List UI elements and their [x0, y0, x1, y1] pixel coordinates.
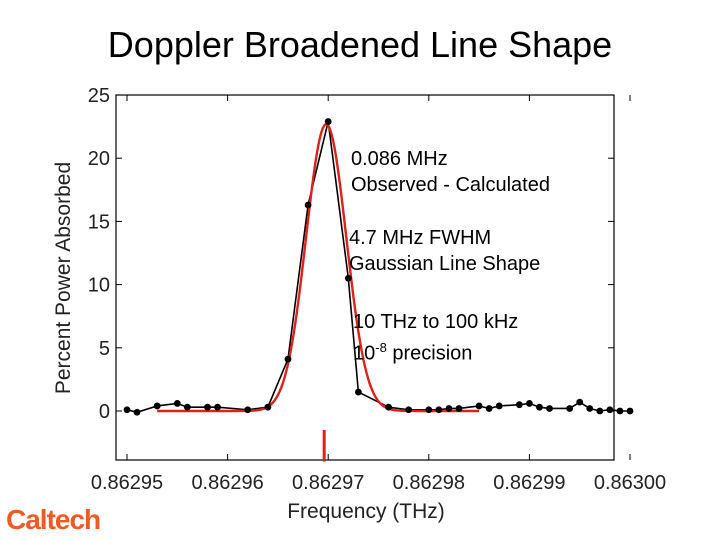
y-tick-label: 20 [88, 148, 110, 170]
data-point [344, 274, 352, 282]
data-point [304, 201, 312, 209]
x-tick-label: 0.86298 [393, 472, 465, 494]
data-point [204, 403, 211, 411]
data-point [183, 403, 191, 411]
data-point [385, 403, 392, 411]
annotation-range: 10 THz to 100 kHz [353, 311, 519, 333]
data-point [626, 407, 634, 415]
data-point [284, 355, 292, 363]
data-point [133, 408, 141, 416]
data-point [123, 406, 131, 414]
data-point [546, 405, 553, 412]
plot-frame [115, 94, 615, 461]
data-point [405, 406, 413, 414]
data-point [515, 401, 523, 409]
page-title: Doppler Broadened Line Shape [107, 24, 613, 65]
data-point [173, 400, 181, 407]
data-point [596, 407, 604, 415]
y-tick-label: 5 [99, 338, 110, 360]
data-point [586, 405, 594, 412]
annotation-residual-label: Observed - Calculated [351, 174, 550, 196]
y-tick-label: 25 [88, 85, 110, 107]
x-tick-label: 0.86299 [493, 472, 565, 494]
y-tick-label: 15 [88, 211, 110, 233]
data-point [606, 406, 614, 414]
x-tick-label: 0.86296 [191, 472, 263, 494]
annotation-fwhm-value: 4.7 MHz FWHM [349, 227, 492, 249]
y-axis-label: Percent Power Absorbed [52, 162, 75, 394]
annotation-residual: 0.086 MHz Observed - Calculated [351, 146, 550, 198]
annotation-fwhm-label: Gaussian Line Shape [349, 253, 541, 275]
annotation-fwhm: 4.7 MHz FWHM Gaussian Line Shape [349, 225, 540, 277]
data-point [495, 402, 503, 410]
y-tick-label: 10 [88, 275, 110, 297]
data-point [455, 405, 463, 412]
data-point [354, 388, 362, 396]
precision-label: precision [386, 342, 473, 365]
data-point [445, 405, 453, 412]
data-point [244, 406, 252, 414]
data-point [214, 403, 221, 411]
data-point [536, 403, 543, 411]
data-point [425, 406, 433, 414]
data-point [566, 405, 574, 412]
data-point [264, 403, 272, 411]
x-tick-label: 0.86295 [91, 472, 163, 494]
measured-data-line [126, 121, 630, 414]
data-point [526, 400, 533, 407]
x-tick-label: 0.86297 [292, 472, 364, 494]
x-axis-label: Frequency (THz) [287, 500, 445, 523]
precision-exponent: -8 [375, 340, 387, 355]
data-point [576, 398, 584, 406]
data-point [435, 406, 443, 414]
annotation-precision: 10 THz to 100 kHz 10-8 precision [353, 309, 518, 367]
data-point [153, 402, 161, 410]
gaussian-fit-curve [157, 122, 480, 413]
data-point [324, 118, 332, 125]
y-tick-label: 0 [99, 401, 110, 423]
data-point [475, 402, 483, 410]
x-tick-label: 0.86300 [594, 472, 666, 494]
caltech-logo: Caltech [6, 504, 101, 535]
annotation-precision-line: 10-8 precision [353, 335, 518, 367]
axis-ticks: 0 5 10 15 20 25 0.86295 0.86296 0.86297 0.86298 0.… [88, 85, 666, 494]
data-point [485, 405, 493, 412]
series-layer [123, 118, 634, 462]
precision-base: 10 [353, 342, 376, 365]
data-point [616, 407, 624, 415]
annotation-residual-value: 0.086 MHz [351, 148, 448, 170]
plot-border [115, 94, 615, 461]
